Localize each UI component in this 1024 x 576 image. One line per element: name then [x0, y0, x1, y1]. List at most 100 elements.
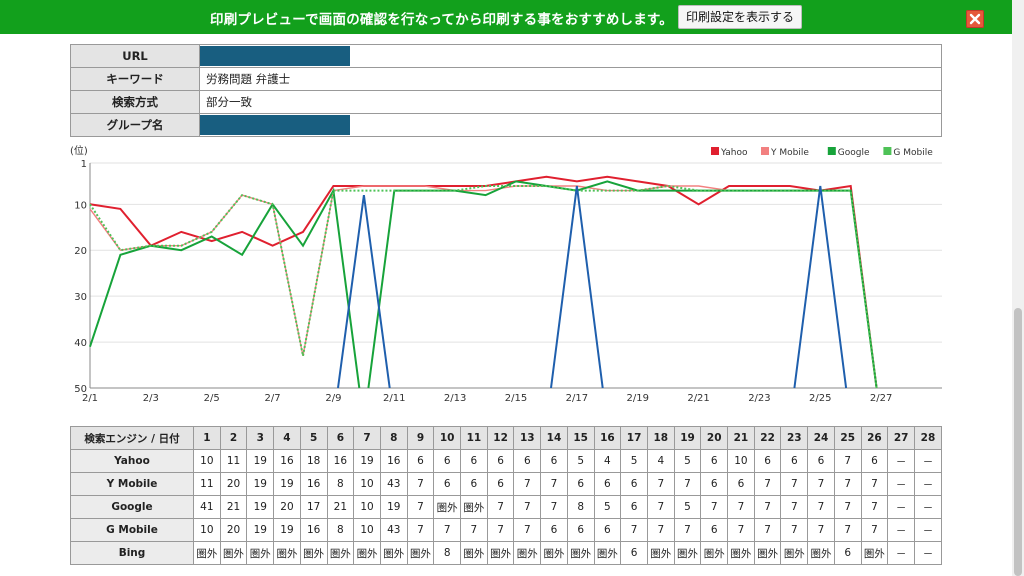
- rank-cell: 6: [513, 449, 542, 473]
- series-line-g-mobile: [89, 184, 878, 389]
- day-header: 3: [246, 426, 275, 450]
- y-tick-label: 40: [74, 338, 87, 349]
- day-header: 7: [353, 426, 381, 450]
- rank-cell: 圏外: [273, 541, 301, 565]
- rank-cell: 10: [353, 495, 381, 519]
- legend-label: Yahoo: [720, 148, 748, 158]
- rank-cell: 16: [273, 449, 301, 473]
- x-tick-label: 2/27: [870, 393, 892, 404]
- rank-cell: 7: [513, 472, 542, 496]
- vertical-scrollbar[interactable]: [1012, 0, 1024, 576]
- rank-cell: 7: [700, 495, 729, 519]
- rank-cell: 圏外: [299, 541, 328, 565]
- rank-cell: 7: [807, 472, 835, 496]
- rank-cell: 圏外: [460, 495, 488, 519]
- day-header: 17: [620, 426, 648, 450]
- engine-name: Google: [70, 495, 194, 519]
- series-line-bing: [337, 194, 391, 389]
- day-header: 5: [299, 426, 328, 450]
- rank-cell: 6: [780, 449, 809, 473]
- close-icon[interactable]: [966, 10, 984, 28]
- legend-swatch: [711, 147, 719, 155]
- rank-cell: 圏外: [727, 541, 755, 565]
- info-label: グループ名: [70, 113, 200, 137]
- rank-cell: 16: [379, 449, 408, 473]
- rank-cell: 7: [780, 495, 809, 519]
- legend-label: Google: [838, 148, 870, 158]
- rank-cell: 7: [513, 518, 542, 542]
- rank-cell: 7: [807, 518, 835, 542]
- scrollbar-thumb[interactable]: [1014, 308, 1022, 576]
- rank-cell: 19: [246, 495, 275, 519]
- x-tick-label: 2/1: [82, 393, 98, 404]
- rank-cell: 圏外: [193, 541, 221, 565]
- y-tick-label: 30: [74, 292, 87, 303]
- rank-cell: 圏外: [807, 541, 835, 565]
- rank-cell: 7: [406, 495, 435, 519]
- rank-cell: 6: [486, 472, 515, 496]
- x-tick-label: 2/5: [204, 393, 220, 404]
- rank-cell: 11: [193, 472, 221, 496]
- day-header: 16: [593, 426, 622, 450]
- engine-date-header: 検索エンジン / 日付: [70, 426, 194, 450]
- rank-cell: 圏外: [326, 541, 355, 565]
- y-tick-label: 1: [81, 159, 87, 170]
- rank-cell: 7: [646, 518, 675, 542]
- rank-cell: 7: [860, 518, 889, 542]
- rank-cell: 圏外: [673, 541, 702, 565]
- rank-cell: 19: [353, 449, 381, 473]
- rank-cell: 10: [193, 449, 221, 473]
- engine-name: Bing: [70, 541, 194, 565]
- rank-cell: 7: [833, 449, 862, 473]
- rank-cell: 6: [540, 518, 568, 542]
- keyword-value: 労務問題 弁護士: [199, 67, 942, 91]
- rank-cell: 7: [486, 518, 515, 542]
- x-tick-label: 2/9: [325, 393, 341, 404]
- y-tick-label: 20: [74, 246, 87, 257]
- rank-cell: 7: [727, 518, 755, 542]
- y-tick-label: 10: [74, 200, 87, 211]
- x-tick-label: 2/11: [383, 393, 405, 404]
- info-row-group: グループ名: [70, 113, 942, 137]
- rank-cell: 17: [299, 495, 328, 519]
- day-header: 1: [193, 426, 221, 450]
- rank-cell: 6: [860, 449, 889, 473]
- rank-cell: 7: [646, 472, 675, 496]
- rank-cell: 7: [780, 518, 809, 542]
- day-header: 19: [673, 426, 702, 450]
- series-line-y-mobile: [89, 185, 878, 389]
- day-header: 14: [540, 426, 568, 450]
- rank-cell: 6: [460, 472, 488, 496]
- rank-cell: 圏外: [753, 541, 782, 565]
- rank-cell: －: [887, 541, 915, 565]
- rank-cell: 6: [540, 449, 568, 473]
- engine-name: Y Mobile: [70, 472, 194, 496]
- rank-cell: 5: [620, 449, 648, 473]
- rank-cell: 10: [193, 518, 221, 542]
- rank-cell: 6: [620, 495, 648, 519]
- rank-cell: 圏外: [646, 541, 675, 565]
- rank-cell: 6: [833, 541, 862, 565]
- x-tick-label: 2/25: [809, 393, 831, 404]
- table-row: G Mobile 10 20 19 19 16 8 10 43 7 7 7 7 7 6 6 6 7 7 7 6 7 7 7 7 7…: [70, 518, 943, 542]
- rank-cell: 19: [246, 449, 275, 473]
- print-settings-button[interactable]: 印刷設定を表示する: [678, 5, 803, 29]
- x-tick-label: 2/3: [143, 393, 159, 404]
- rank-cell: 4: [646, 449, 675, 473]
- rank-cell: 7: [780, 472, 809, 496]
- day-header: 22: [753, 426, 782, 450]
- day-header: 27: [887, 426, 915, 450]
- rank-cell: 20: [273, 495, 301, 519]
- x-tick-label: 2/13: [444, 393, 466, 404]
- rank-cell: 8: [566, 495, 595, 519]
- table-row: Yahoo 10 11 19 16 18 16 19 16 6 6 6 6 6 6 5 4 5 4 5 6 10 6 6 6 7 6…: [70, 449, 943, 473]
- rank-cell: 7: [460, 518, 488, 542]
- rank-cell: 圏外: [593, 541, 622, 565]
- x-tick-label: 2/17: [566, 393, 588, 404]
- rank-cell: 7: [406, 472, 435, 496]
- day-header: 21: [727, 426, 755, 450]
- day-header: 8: [379, 426, 408, 450]
- rank-cell: 7: [513, 495, 542, 519]
- x-tick-label: 2/23: [748, 393, 770, 404]
- engine-name: G Mobile: [70, 518, 194, 542]
